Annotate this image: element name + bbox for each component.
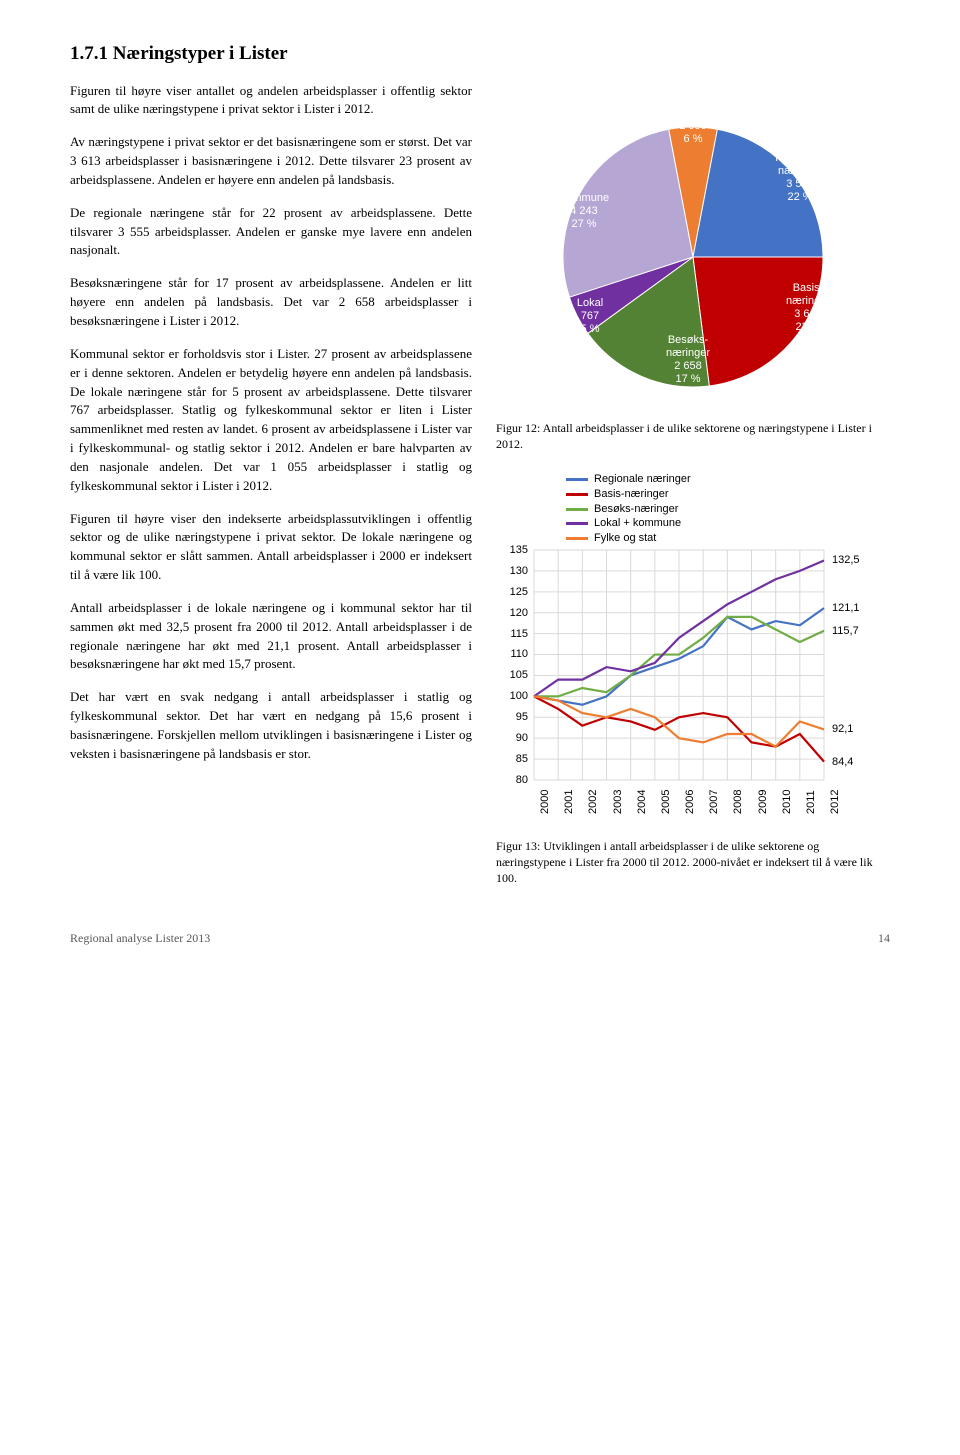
legend-label: Besøks-næringer [594,502,678,517]
page-title: 1.7.1 Næringstyper i Lister [70,40,890,68]
paragraph: Figuren til høyre viser den indekserte a… [70,510,472,585]
paragraph: Figuren til høyre viser antallet og ande… [70,82,472,120]
x-axis-tick: 2012 [828,789,844,813]
legend-swatch [566,478,588,481]
series-end-label: 115,7 [832,624,859,640]
pie-slice-label: Fylke ogstat1 0556 % [648,94,738,147]
legend-item: Regionale næringer [566,472,691,487]
y-axis-tick: 135 [496,543,528,559]
legend-label: Regionale næringer [594,472,691,487]
figure-caption: Figur 12: Antall arbeidsplasser i de uli… [496,420,890,452]
pie-chart: Fylke ogstat1 0556 % Regionalenæringer3 5… [513,82,873,412]
x-axis-tick: 2005 [659,789,675,813]
x-axis-tick: 2010 [780,789,796,813]
y-axis-tick: 125 [496,585,528,601]
legend-item: Basis-næringer [566,487,691,502]
x-axis-tick: 2009 [756,789,772,813]
y-axis-tick: 130 [496,564,528,580]
paragraph: De regionale næringene står for 22 prose… [70,204,472,261]
legend-swatch [566,522,588,525]
paragraph: Av næringstypene i privat sektor er det … [70,133,472,190]
paragraph: Det har vært en svak nedgang i antall ar… [70,688,472,763]
x-axis-tick: 2003 [611,789,627,813]
line-chart: Regionale næringerBasis-næringerBesøks-n… [496,470,876,830]
y-axis-tick: 115 [496,627,528,643]
chart-legend: Regionale næringerBasis-næringerBesøks-n… [566,472,691,546]
legend-swatch [566,537,588,540]
y-axis-tick: 105 [496,668,528,684]
figure-column: Fylke ogstat1 0556 % Regionalenæringer3 5… [496,82,890,905]
series-end-label: 84,4 [832,755,853,771]
two-column-layout: Figuren til høyre viser antallet og ande… [70,82,890,905]
legend-label: Lokal + kommune [594,516,681,531]
y-axis-tick: 120 [496,606,528,622]
figure-caption: Figur 13: Utviklingen i antall arbeidspl… [496,838,890,887]
legend-label: Fylke og stat [594,531,656,546]
footer-left: Regional analyse Lister 2013 [70,931,210,945]
page-footer: Regional analyse Lister 2013 14 [70,930,890,947]
pie-slice-label: Kommune4 24327 % [539,192,629,232]
series-end-label: 92,1 [832,722,853,738]
y-axis-tick: 85 [496,752,528,768]
legend-swatch [566,493,588,496]
paragraph: Antall arbeidsplasser i de lokale næring… [70,599,472,674]
series-end-label: 132,5 [832,553,860,569]
pie-slice-label: Regionalenæringer3 55522 % [755,152,845,205]
y-axis-tick: 80 [496,773,528,789]
x-axis-tick: 2002 [586,789,602,813]
y-axis-tick: 100 [496,689,528,705]
x-axis-tick: 2011 [804,790,820,814]
legend-item: Lokal + kommune [566,516,691,531]
x-axis-tick: 2004 [635,789,651,813]
x-axis-tick: 2007 [707,789,723,813]
legend-swatch [566,508,588,511]
y-axis-tick: 95 [496,710,528,726]
x-axis-tick: 2000 [538,789,554,813]
x-axis-tick: 2006 [683,789,699,813]
pie-slice-label: Lokal7675 % [545,297,635,337]
x-axis-tick: 2001 [562,789,578,813]
paragraph: Kommunal sektor er forholdsvis stor i Li… [70,345,472,496]
pie-slice-label: Basis-næringer3 61323 % [763,282,853,335]
series-end-label: 121,1 [832,601,860,617]
y-axis-tick: 90 [496,731,528,747]
page-number: 14 [878,930,890,947]
legend-item: Fylke og stat [566,531,691,546]
paragraph: Besøksnæringene står for 17 prosent av a… [70,274,472,331]
x-axis-tick: 2008 [731,789,747,813]
y-axis-tick: 110 [496,647,528,663]
pie-slice-label: Besøks-næringer2 65817 % [643,334,733,387]
text-column: Figuren til høyre viser antallet og ande… [70,82,472,905]
legend-item: Besøks-næringer [566,502,691,517]
legend-label: Basis-næringer [594,487,669,502]
